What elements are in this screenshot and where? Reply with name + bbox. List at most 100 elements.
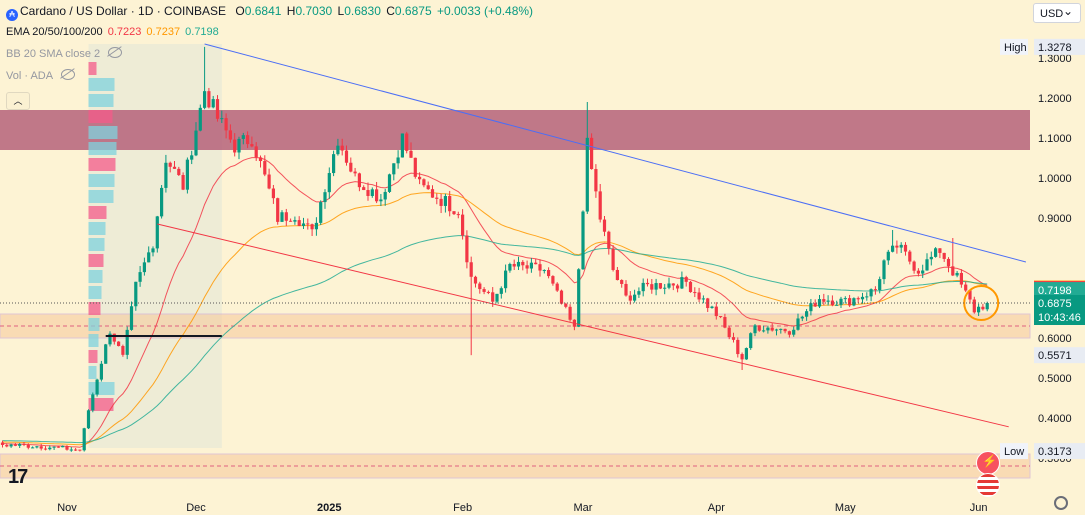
price-label-box[interactable]	[1034, 38, 1085, 55]
x-tick-label: Nov	[57, 502, 77, 514]
bb-legend[interactable]: BB 20 SMA close 2	[6, 47, 124, 60]
volume-profile-bar	[88, 222, 106, 235]
candle-body	[564, 303, 568, 307]
volume-profile-bar	[88, 270, 103, 283]
symbol-title: Cardano / US Dollar · 1D · COINBASE	[20, 4, 227, 18]
candle-body	[147, 252, 151, 263]
ema-legend[interactable]: EMA 20/50/100/200 0.7223 0.7237 0.7198	[6, 26, 221, 38]
symbol-legend[interactable]: ₳ Cardano / US Dollar · 1D · COINBASE O0.…	[6, 4, 535, 21]
us-flag-icon[interactable]	[976, 473, 1000, 497]
price-label-box[interactable]	[1034, 347, 1085, 364]
gear-icon[interactable]	[1054, 496, 1068, 510]
candle-body	[796, 318, 800, 330]
candle-body	[254, 146, 258, 158]
candle-body	[860, 296, 865, 300]
bb-label: BB 20 SMA close 2	[6, 48, 101, 60]
candle-body	[521, 261, 525, 266]
candle-body	[770, 327, 774, 331]
candle-body	[809, 303, 813, 312]
candle-body	[684, 277, 688, 282]
y-tick-label: 0.6000	[1038, 333, 1072, 345]
x-tick-label: Feb	[453, 502, 472, 514]
volume-profile-bar	[88, 382, 115, 395]
candle-body	[499, 288, 503, 294]
candle-body	[688, 281, 693, 293]
x-tick-label: May	[835, 502, 856, 514]
volume-profile-bar	[88, 94, 114, 107]
candle-body	[112, 333, 116, 342]
candle-body	[663, 287, 667, 289]
candle-body	[551, 276, 555, 284]
candle-body	[409, 150, 413, 158]
candle-body	[258, 157, 263, 162]
candle-body	[439, 198, 443, 206]
candle-body	[955, 272, 959, 276]
candle-body	[766, 327, 770, 331]
eye-off-icon[interactable]	[108, 47, 123, 58]
volume-profile-bar	[88, 78, 115, 91]
currency-selector[interactable]: USD	[1033, 1, 1081, 23]
candle-body	[486, 291, 490, 293]
candle-body	[805, 311, 809, 317]
eye-off-icon[interactable]	[61, 69, 76, 80]
candle-body	[426, 185, 430, 190]
price-label-box[interactable]	[1034, 282, 1085, 299]
candle-body	[680, 277, 684, 289]
candle-body	[873, 289, 877, 291]
y-tick-label: 1.3000	[1038, 53, 1072, 65]
volume-profile-bar	[88, 62, 97, 75]
resistance-zone[interactable]	[0, 110, 1030, 150]
candle-body	[620, 280, 624, 284]
candle-body	[581, 211, 585, 270]
candle-body	[357, 173, 361, 188]
candle-body	[5, 444, 9, 447]
candle-body	[547, 270, 551, 277]
candle-body	[637, 291, 641, 295]
candle-body	[654, 283, 658, 290]
candle-body	[774, 329, 779, 331]
x-tick-label: Dec	[186, 502, 206, 514]
candle-body	[430, 189, 435, 198]
candle-body	[155, 216, 159, 249]
candle-body	[461, 214, 465, 236]
x-tick-label: Mar	[574, 502, 593, 514]
y-tick-label: 0.4000	[1038, 413, 1072, 425]
downtrend-trendline[interactable]	[204, 43, 1027, 263]
candle-body	[968, 290, 972, 300]
candle-body	[594, 169, 598, 192]
candle-body	[882, 260, 886, 280]
candle-body	[865, 296, 869, 298]
candle-body	[538, 264, 542, 271]
volume-profile-bar	[88, 366, 97, 379]
candle-body	[74, 449, 78, 451]
price-label-box[interactable]	[1034, 295, 1085, 325]
candle-body	[250, 144, 254, 147]
candle-body	[215, 99, 220, 119]
ohlc-open-label: O	[235, 4, 245, 18]
tradingview-logo-icon[interactable]: 17	[8, 466, 28, 488]
candle-body	[731, 337, 736, 340]
ohlc-low: 0.6830	[344, 4, 381, 18]
candle-body	[108, 333, 112, 345]
candle-body	[697, 292, 701, 300]
candle-body	[959, 272, 963, 285]
candle-body	[443, 196, 447, 206]
price-label-box[interactable]	[1034, 443, 1085, 460]
candle-body	[301, 223, 306, 226]
candle-body	[516, 261, 521, 267]
candle-body	[241, 135, 245, 139]
candle-body	[671, 283, 675, 286]
events-icon[interactable]	[976, 451, 1000, 475]
candle-body	[946, 258, 951, 267]
collapse-legend-button[interactable]: ︿	[6, 92, 30, 110]
volume-legend[interactable]: Vol · ADA	[6, 69, 77, 82]
candle-body	[598, 191, 602, 220]
x-tick-label: Apr	[708, 502, 725, 514]
price-label-tag	[1000, 38, 1028, 55]
ema20-value: 0.7223	[107, 26, 142, 38]
candle-body	[912, 261, 916, 271]
candle-body	[370, 189, 374, 196]
candle-body	[650, 284, 654, 290]
lower-channel-trendline[interactable]	[157, 223, 1009, 428]
